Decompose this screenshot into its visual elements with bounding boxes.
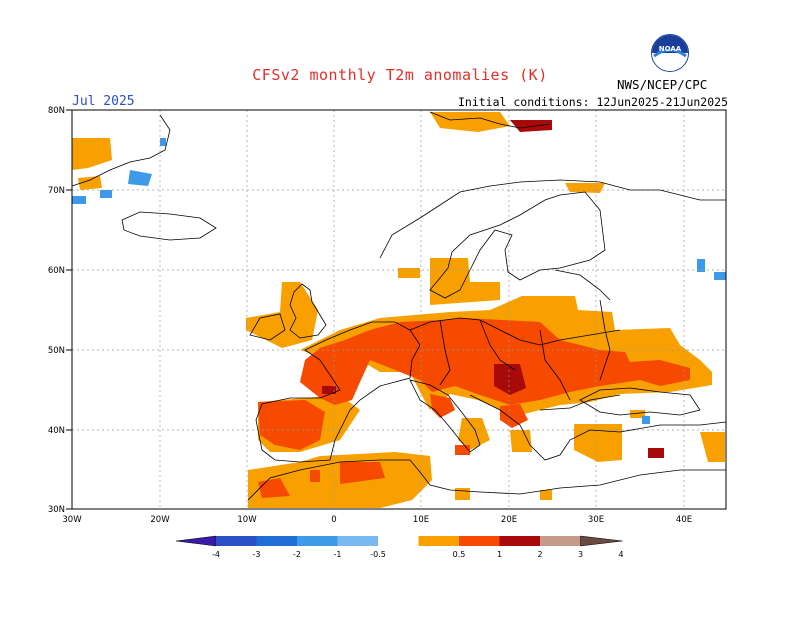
lon-label: 20W	[150, 515, 170, 525]
colorbar-swatch	[459, 536, 500, 546]
map-title: CFSv2 monthly T2m anomalies (K)	[252, 66, 548, 84]
lon-label: 20E	[501, 515, 517, 525]
lat-label: 60N	[48, 266, 65, 276]
anomaly-layer-1-to-2	[258, 318, 690, 498]
lat-label: 40N	[48, 426, 65, 436]
colorbar-label: -1	[334, 550, 342, 559]
lon-label: 40E	[676, 515, 692, 525]
colorbar-label: 3	[578, 550, 583, 559]
svg-text:NOAA: NOAA	[659, 45, 682, 53]
lon-label: 30E	[588, 515, 604, 525]
axis-ticks	[66, 109, 72, 510]
colorbar-arrow-low	[175, 535, 217, 547]
colorbar-swatch	[256, 536, 297, 546]
colorbar-swatch	[418, 536, 459, 546]
lon-label: 10W	[237, 515, 257, 525]
lat-label: 70N	[48, 186, 65, 196]
colorbar-arrow-high	[580, 535, 623, 547]
graticule	[72, 110, 726, 509]
organization-label: NWS/NCEP/CPC	[617, 77, 708, 92]
lon-label: 30W	[62, 515, 82, 525]
lat-label: 50N	[48, 346, 65, 356]
colorbar-label: -2	[293, 550, 301, 559]
colorbar-swatch	[499, 536, 540, 546]
colorbar-swatch	[216, 536, 257, 546]
coastlines	[71, 111, 727, 501]
anomaly-layer-2-to-3	[322, 120, 664, 458]
colorbar-label: 1	[497, 550, 502, 559]
lat-label: 80N	[48, 106, 65, 116]
colorbar-swatch	[297, 536, 338, 546]
colorbar-swatch	[378, 536, 419, 546]
colorbar-label: 2	[537, 550, 542, 559]
map-frame	[71, 109, 727, 510]
colorbar-swatch	[337, 536, 378, 546]
noaa-logo-icon: NOAA	[651, 34, 689, 72]
colorbar-label: -0.5	[370, 550, 386, 559]
colorbar-swatch	[540, 536, 581, 546]
lat-label: 30N	[48, 505, 65, 515]
colorbar-label: -3	[253, 550, 261, 559]
forecast-month: Jul 2025	[72, 94, 135, 109]
anomaly-layer-negative	[72, 138, 726, 424]
colorbar-label: 0.5	[453, 550, 466, 559]
colorbar-label: 4	[618, 550, 623, 559]
initial-conditions: Initial conditions: 12Jun2025-21Jun2025	[457, 95, 728, 109]
colorbar-label: -4	[212, 550, 220, 559]
lon-label: 10E	[413, 515, 429, 525]
lon-label: 0	[331, 515, 336, 525]
